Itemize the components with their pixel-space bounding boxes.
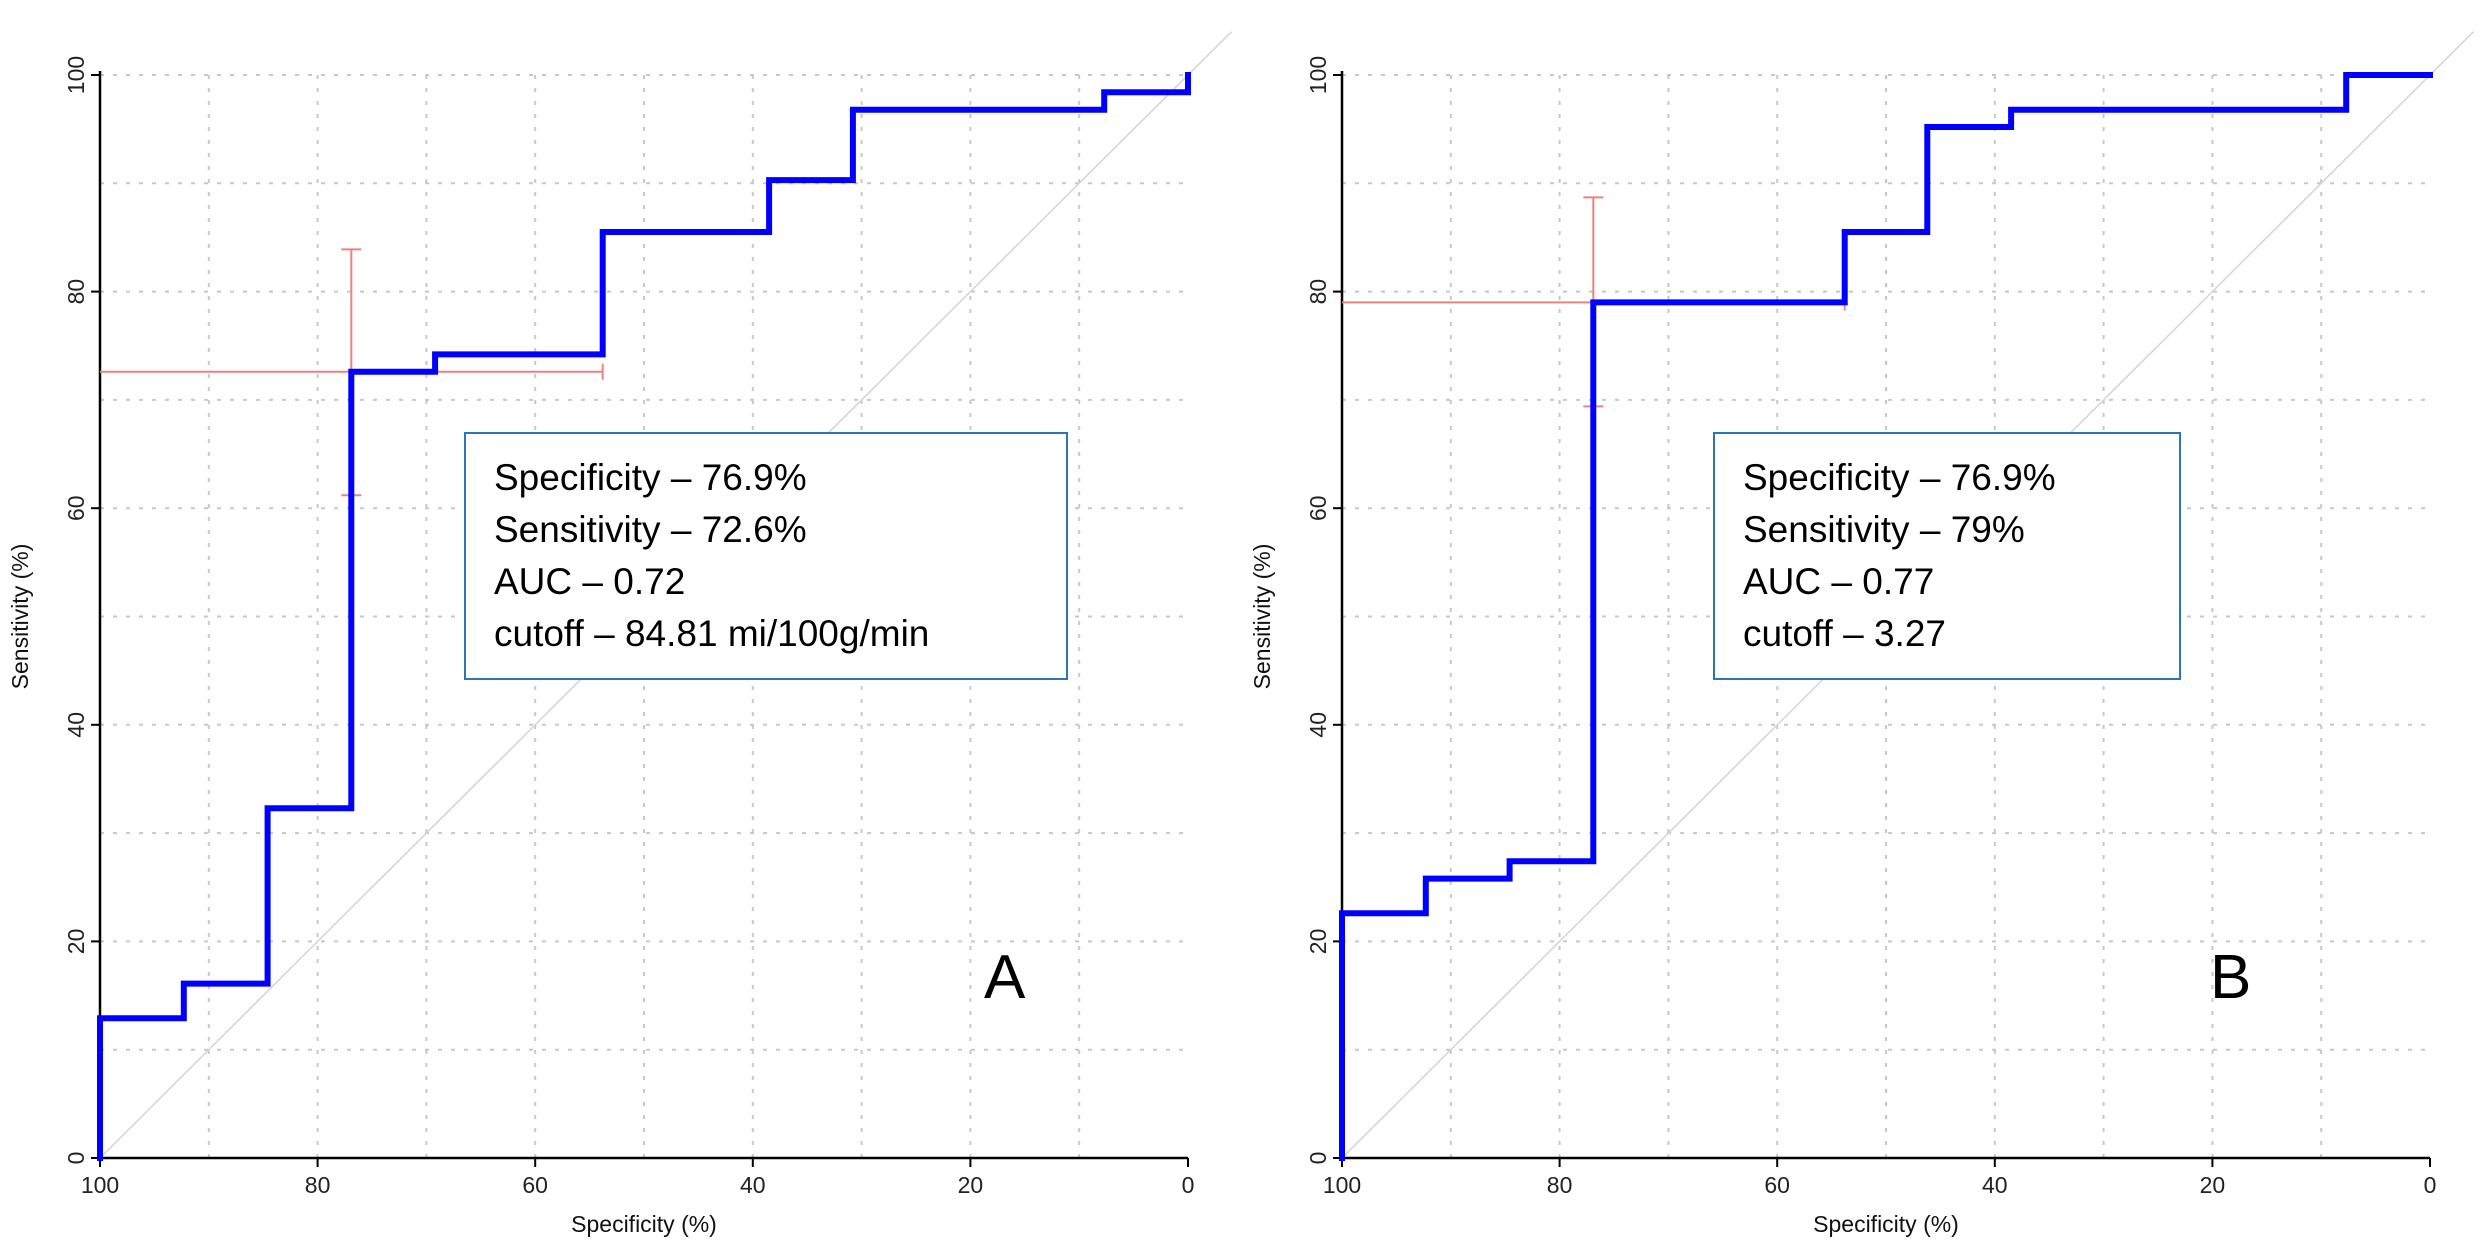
info-auc-b: AUC – 0.77 <box>1743 561 1935 602</box>
x-tick-label: 40 <box>740 1172 766 1198</box>
x-axis-title: Specificity (%) <box>1813 1211 1959 1237</box>
x-axis-title: Specificity (%) <box>571 1211 717 1237</box>
x-tick-label: 20 <box>958 1172 984 1198</box>
x-tick-label: 80 <box>305 1172 331 1198</box>
x-tick-label: 100 <box>81 1172 119 1198</box>
roc-panel-a: 100 80 60 40 20 0 0 20 40 60 80 100 Specificity (%) S… <box>0 0 1241 1259</box>
roc-chart-b: 100 80 60 40 20 0 0 20 40 60 80 100 Specificity (%) S… <box>1249 31 2475 1237</box>
x-tick-label: 80 <box>1547 1172 1573 1198</box>
x-tick-label: 0 <box>1182 1172 1195 1198</box>
y-axis-title: Sensitivity (%) <box>1249 544 1275 690</box>
panel-label-a: A <box>984 943 1026 1012</box>
y-tick-label: 40 <box>1305 712 1331 738</box>
x-tick-label: 100 <box>1323 1172 1361 1198</box>
x-tick-label: 60 <box>522 1172 548 1198</box>
roc-curve <box>97 72 1191 1161</box>
y-tick-label: 60 <box>63 495 89 521</box>
x-tick-label: 60 <box>1764 1172 1790 1198</box>
info-cutoff-b: cutoff – 3.27 <box>1743 613 1946 654</box>
roc-panel-b: 100 80 60 40 20 0 0 20 40 60 80 100 Specificity (%) S… <box>1242 0 2483 1259</box>
info-auc-a: AUC – 0.72 <box>494 561 686 602</box>
info-sensitivity-b: Sensitivity – 79% <box>1743 509 2025 550</box>
info-specificity-b: Specificity – 76.9% <box>1743 457 2056 498</box>
roc-chart-a: 100 80 60 40 20 0 0 20 40 60 80 100 Specificity (%) S… <box>7 31 1233 1237</box>
y-tick-label: 20 <box>1305 929 1331 955</box>
y-tick-label: 0 <box>63 1152 89 1165</box>
y-tick-label: 100 <box>1305 56 1331 94</box>
roc-curve <box>1339 72 2433 1161</box>
info-specificity-a: Specificity – 76.9% <box>494 457 807 498</box>
y-tick-label: 40 <box>63 712 89 738</box>
y-tick-label: 20 <box>63 929 89 955</box>
y-tick-label: 0 <box>1305 1152 1331 1165</box>
y-tick-label: 60 <box>1305 495 1331 521</box>
y-tick-label: 80 <box>1305 279 1331 305</box>
panel-label-b: B <box>2210 943 2252 1012</box>
y-tick-label: 100 <box>63 56 89 94</box>
x-tick-label: 40 <box>1982 1172 2008 1198</box>
y-axis-title: Sensitivity (%) <box>7 544 33 690</box>
info-sensitivity-a: Sensitivity – 72.6% <box>494 509 807 550</box>
y-tick-label: 80 <box>63 279 89 305</box>
x-tick-label: 20 <box>2200 1172 2226 1198</box>
x-tick-label: 0 <box>2424 1172 2437 1198</box>
info-box-b: Specificity – 76.9% Sensitivity – 79% AU… <box>1713 432 2181 680</box>
info-cutoff-a: cutoff – 84.81 mi/100g/min <box>494 613 930 654</box>
info-box-a: Specificity – 76.9% Sensitivity – 72.6% … <box>464 432 1068 680</box>
